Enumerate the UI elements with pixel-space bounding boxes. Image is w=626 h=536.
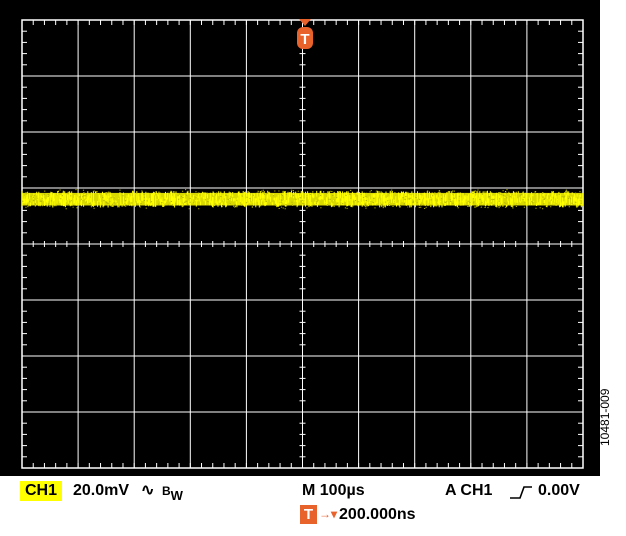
coupling-icon: ∿ — [141, 482, 155, 499]
rising-edge-icon — [510, 486, 532, 499]
volts-per-div: 20.0mV — [73, 482, 130, 499]
trigger-delay-badge: T — [300, 505, 317, 524]
trigger-delay-value: 200.000ns — [339, 506, 416, 523]
timebase-readout: M 100µs — [302, 482, 365, 499]
trigger-source: A CH1 — [445, 482, 493, 499]
bw-w-letter: W — [170, 488, 183, 503]
trigger-position-marker: T — [297, 19, 313, 49]
trigger-level: 0.00V — [538, 482, 580, 499]
oscilloscope-screen: T — [0, 0, 600, 476]
screen-background — [0, 0, 600, 476]
delay-arrow-icon: →▾ — [319, 507, 338, 521]
trigger-delay-readout: T →▾ 200.000ns — [300, 505, 416, 525]
bw-b-letter: B — [162, 484, 171, 498]
ch1-trace — [21, 189, 584, 210]
trigger-marker-label: T — [300, 31, 309, 48]
trace-noise-dots — [22, 189, 583, 210]
figure-id: 10481-009 — [598, 388, 612, 446]
trigger-marker-box — [297, 27, 313, 49]
bandwidth-limit-label: BW — [162, 481, 183, 503]
trigger-arrow-icon — [299, 19, 311, 26]
channel-badge: CH1 — [20, 481, 63, 501]
